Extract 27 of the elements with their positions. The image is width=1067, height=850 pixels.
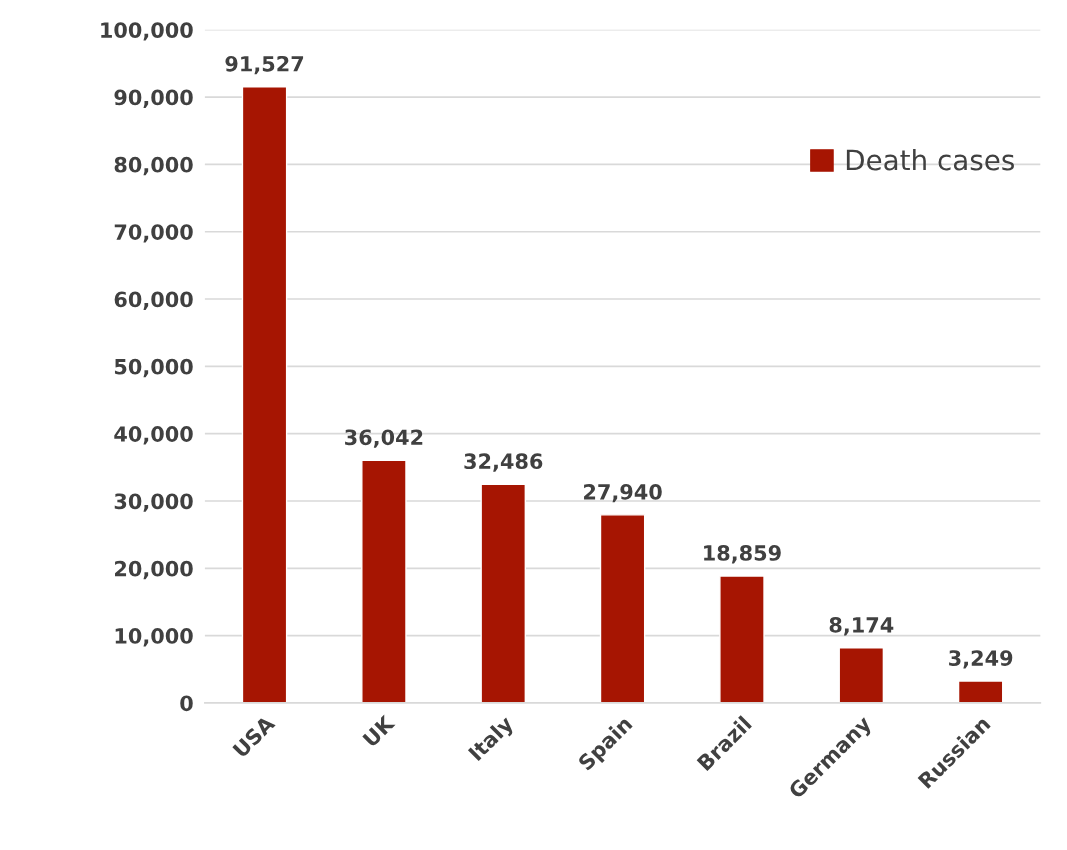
y-tick-label: 30,000 — [114, 493, 193, 512]
x-tick-label: UK — [362, 714, 396, 748]
bar — [480, 483, 527, 703]
bar — [599, 514, 646, 703]
data-label: 91,527 — [225, 55, 304, 75]
bar — [241, 86, 288, 703]
y-tick-label: 40,000 — [114, 426, 193, 445]
legend-label: Death cases — [846, 149, 1014, 171]
data-label: 27,940 — [584, 483, 662, 503]
y-tick-label: 80,000 — [114, 156, 193, 176]
bar — [361, 459, 407, 703]
data-label: 32,486 — [464, 453, 543, 472]
y-tick-label: 20,000 — [115, 560, 193, 580]
y-tick-label: 60,000 — [114, 291, 193, 310]
data-label: 3,249 — [949, 650, 1013, 669]
y-tick-label: 90,000 — [114, 89, 193, 108]
y-tick-label: 50,000 — [114, 358, 193, 378]
bar — [838, 647, 885, 703]
data-label: 18,859 — [704, 545, 781, 564]
bar — [957, 680, 1004, 703]
y-tick-label: 70,000 — [114, 224, 193, 243]
y-tick-label: 0 — [180, 695, 193, 712]
y-tick-label: 100,000 — [101, 22, 193, 41]
data-label: 36,042 — [345, 429, 423, 448]
data-label: 8,174 — [829, 617, 894, 636]
y-tick-label: 10,000 — [115, 628, 193, 647]
bar — [719, 575, 765, 703]
